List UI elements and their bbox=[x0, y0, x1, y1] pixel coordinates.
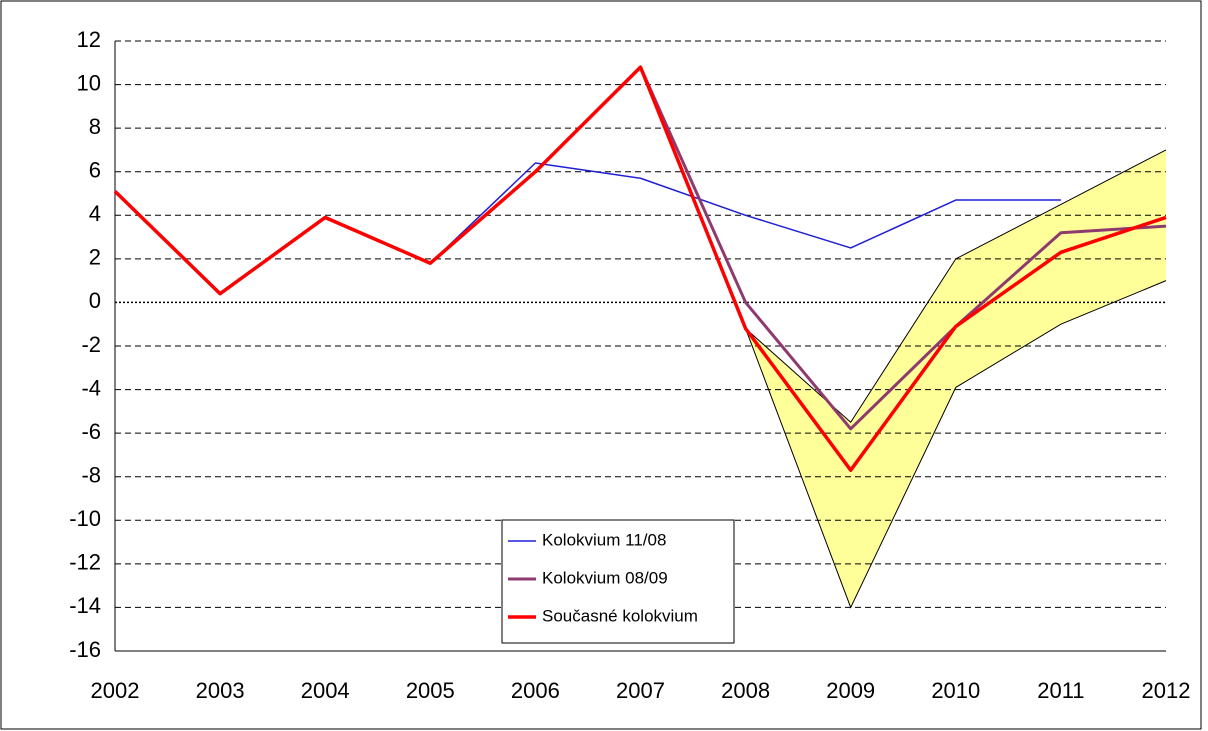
y-tick-label: -6 bbox=[81, 419, 101, 444]
legend-label: Kolokvium 08/09 bbox=[542, 568, 668, 587]
x-tick-label: 2006 bbox=[511, 678, 560, 703]
x-tick-label: 2005 bbox=[406, 678, 455, 703]
x-tick-label: 2008 bbox=[721, 678, 770, 703]
y-tick-label: -2 bbox=[81, 332, 101, 357]
legend-label: Současné kolokvium bbox=[542, 606, 698, 625]
x-tick-label: 2009 bbox=[826, 678, 875, 703]
band-edge bbox=[745, 280, 1167, 609]
y-tick-label: -4 bbox=[81, 375, 101, 400]
series-line bbox=[113, 65, 1167, 472]
y-tick-label: 6 bbox=[89, 158, 101, 183]
y-tick-label: 2 bbox=[89, 245, 101, 270]
x-tick-label: 2002 bbox=[91, 678, 140, 703]
x-tick-label: 2007 bbox=[616, 678, 665, 703]
y-tick-label: 4 bbox=[89, 201, 101, 226]
x-tick-label: 2010 bbox=[931, 678, 980, 703]
x-tick-label: 2004 bbox=[301, 678, 350, 703]
y-tick-label: -8 bbox=[81, 463, 101, 488]
x-tick-label: 2012 bbox=[1142, 678, 1191, 703]
y-tick-label: 8 bbox=[89, 114, 101, 139]
y-tick-label: 0 bbox=[89, 288, 101, 313]
x-tick-label: 2003 bbox=[196, 678, 245, 703]
y-tick-label: 12 bbox=[77, 27, 101, 52]
band-edge bbox=[745, 149, 1167, 424]
y-tick-label: -14 bbox=[69, 593, 101, 618]
y-tick-label: -12 bbox=[69, 550, 101, 575]
y-tick-label: -16 bbox=[69, 637, 101, 662]
x-tick-label: 2011 bbox=[1037, 678, 1084, 703]
legend-box bbox=[501, 519, 735, 644]
y-tick-label: -10 bbox=[69, 506, 101, 531]
legend-label: Kolokvium 11/08 bbox=[542, 530, 666, 549]
forecast-band bbox=[745, 149, 1166, 608]
y-tick-label: 10 bbox=[77, 70, 101, 95]
